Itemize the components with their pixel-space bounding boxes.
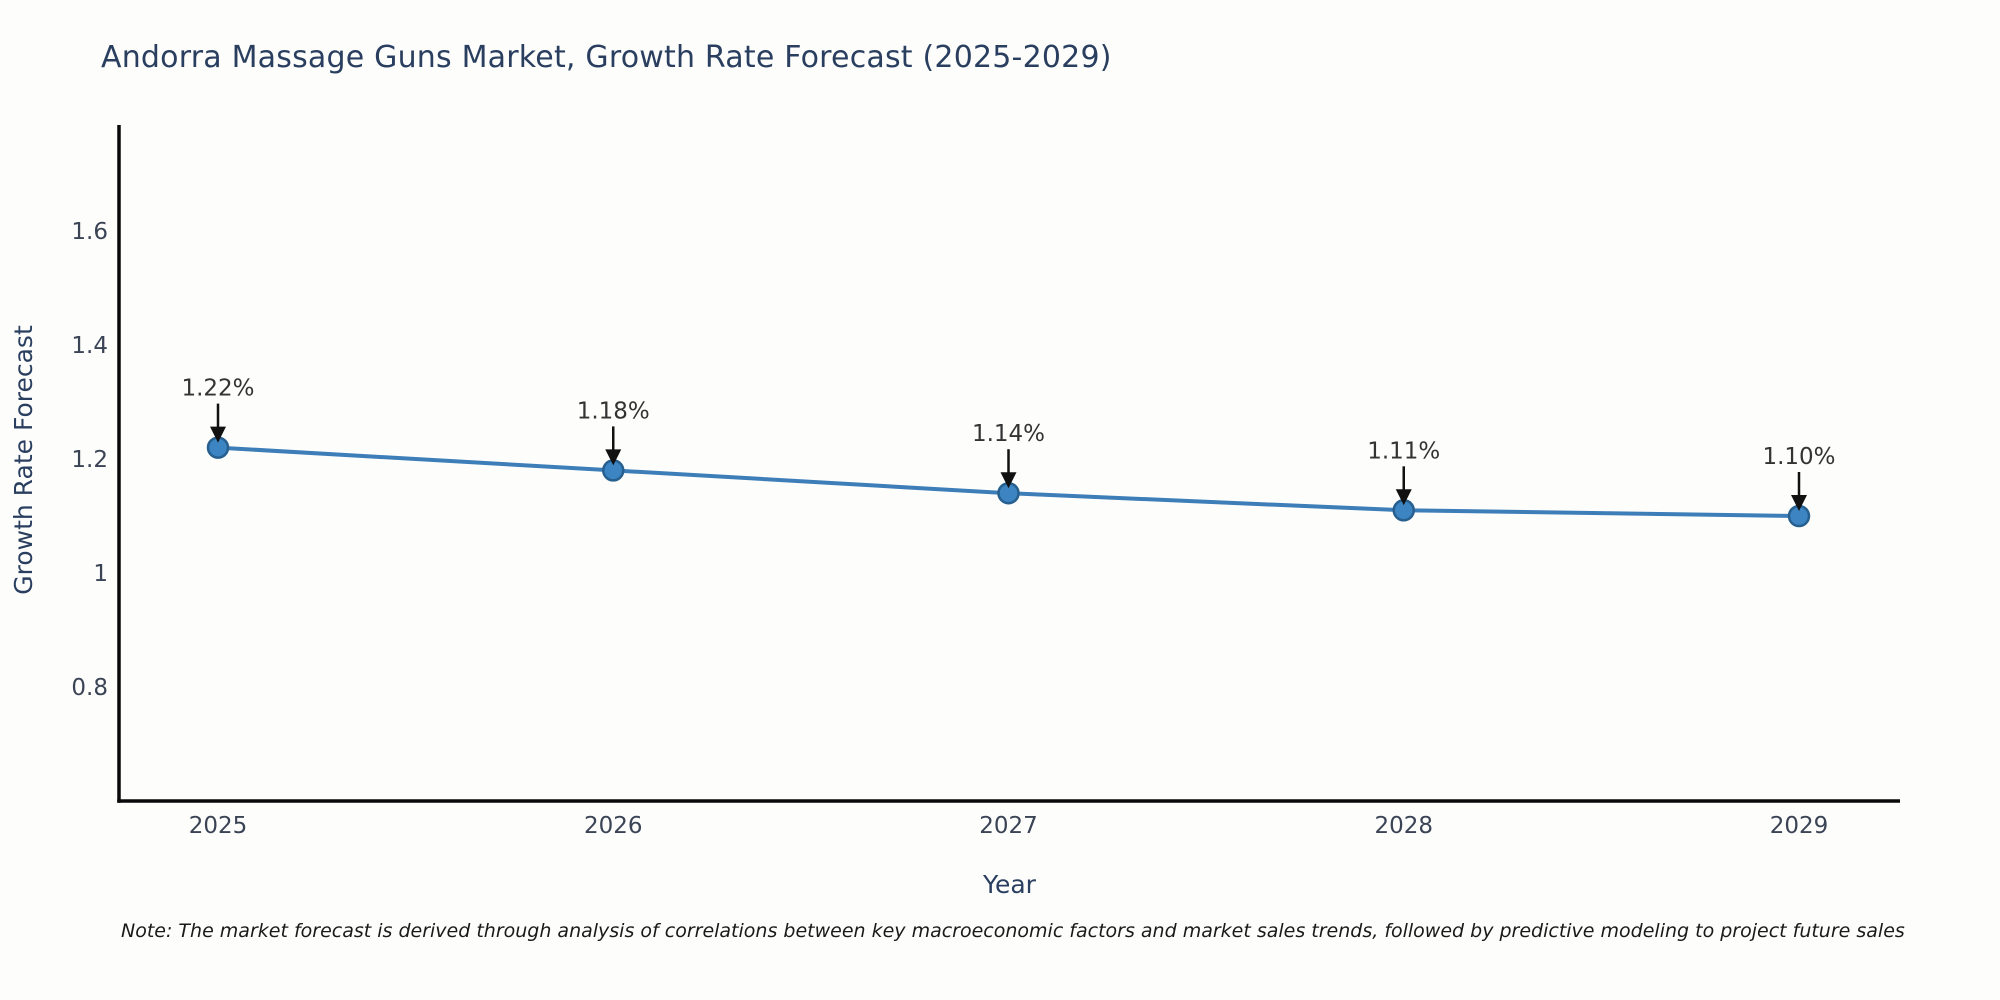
annotation-arrowhead [605,449,622,466]
x-tick-label: 2025 [189,813,248,839]
x-tick-label: 2027 [979,813,1038,839]
footnote: Note: The market forecast is derived thr… [121,920,1905,942]
annotation-arrowhead [1395,489,1412,506]
annotation-arrowhead [1791,495,1807,512]
y-tick-label: 1.2 [71,447,108,473]
y-tick-label: 1.4 [71,333,108,359]
x-tick-label: 2029 [1770,813,1829,839]
x-axis-title: Year [982,870,1037,899]
y-tick-label: 0.8 [71,675,108,701]
y-tick-label: 1 [93,561,108,587]
annotation-label: 1.18% [577,398,650,424]
y-tick-label: 1.6 [71,219,108,245]
annotation-arrowhead [210,426,226,443]
annotation-label: 1.11% [1367,438,1440,464]
annotation-label: 1.14% [972,421,1045,447]
annotation-label: 1.22% [181,376,254,402]
annotation-label: 1.10% [1762,444,1835,470]
annotation-arrowhead [1000,472,1017,489]
x-tick-label: 2026 [584,813,643,839]
x-tick-label: 2028 [1374,813,1433,839]
chart-title: Andorra Massage Guns Market, Growth Rate… [101,40,1112,75]
y-axis-title: Growth Rate Forecast [9,325,38,595]
